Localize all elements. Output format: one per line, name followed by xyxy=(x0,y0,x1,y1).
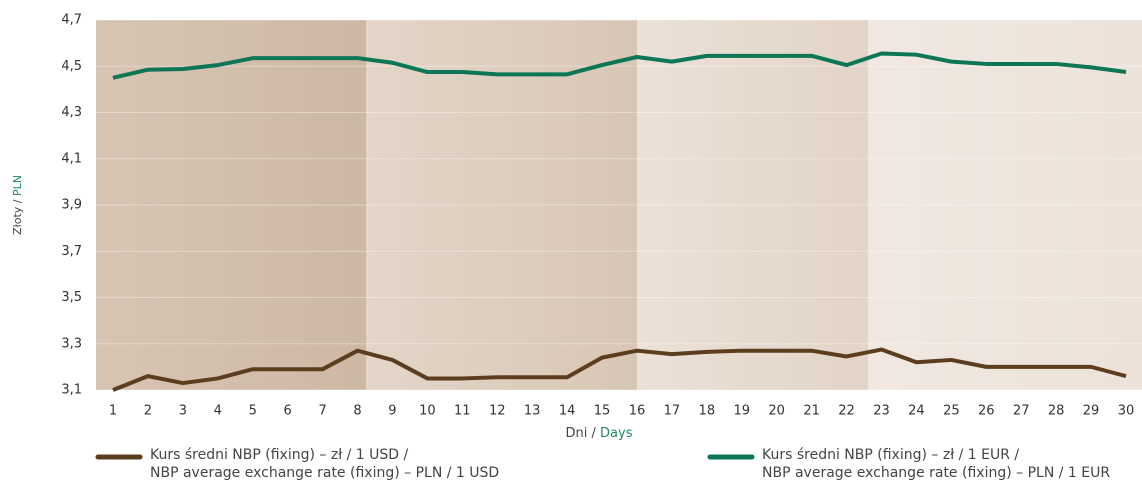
x-tick-label: 7 xyxy=(318,404,326,419)
x-tick-label: 19 xyxy=(733,404,750,419)
x-tick-label: 2 xyxy=(144,404,152,419)
x-tick-label: 1 xyxy=(109,404,117,419)
x-tick-label: 16 xyxy=(629,404,646,419)
x-tick-label: 25 xyxy=(943,404,960,419)
x-tick-label: 21 xyxy=(803,404,820,419)
x-tick-label: 14 xyxy=(559,404,576,419)
x-tick-label: 30 xyxy=(1118,404,1135,419)
x-tick-label: 28 xyxy=(1048,404,1065,419)
x-tick-label: 17 xyxy=(664,404,681,419)
x-tick-label: 10 xyxy=(419,404,436,419)
x-tick-label: 23 xyxy=(873,404,890,419)
x-tick-label: 24 xyxy=(908,404,925,419)
x-tick-label: 20 xyxy=(768,404,785,419)
x-tick-label: 3 xyxy=(179,404,187,419)
series-line xyxy=(112,347,1127,392)
x-tick-label: 22 xyxy=(838,404,855,419)
legend-label-en: NBP average exchange rate (fixing) – PLN… xyxy=(762,465,1110,481)
y-tick-label: 3,9 xyxy=(61,198,82,213)
y-axis-label: Złoty / PLN xyxy=(11,175,24,235)
x-axis-label: Dni / Days xyxy=(566,426,633,441)
x-tick-label: 11 xyxy=(454,404,471,419)
x-tick-label: 8 xyxy=(353,404,361,419)
x-tick-label: 12 xyxy=(489,404,506,419)
legend-label: Kurs średni NBP (fixing) – zł / 1 USD / xyxy=(150,447,409,463)
x-tick-label: 4 xyxy=(214,404,222,419)
y-tick-label: 3,5 xyxy=(61,290,82,305)
y-tick-label: 3,7 xyxy=(61,244,82,259)
x-tick-label: 13 xyxy=(524,404,541,419)
y-tick-label: 4,1 xyxy=(61,151,82,166)
legend-label: Kurs średni NBP (fixing) – zł / 1 EUR / xyxy=(762,447,1019,463)
y-tick-label: 3,3 xyxy=(61,336,82,351)
y-tick-label: 4,3 xyxy=(61,105,82,120)
x-tick-label: 26 xyxy=(978,404,995,419)
x-tick-label: 27 xyxy=(1013,404,1030,419)
x-tick-label: 29 xyxy=(1083,404,1100,419)
background-bands xyxy=(96,20,1142,390)
y-tick-label: 3,1 xyxy=(61,383,82,398)
y-tick-label: 4,7 xyxy=(61,13,82,28)
legend-label-en: NBP average exchange rate (fixing) – PLN… xyxy=(150,465,499,481)
x-tick-label: 5 xyxy=(249,404,257,419)
y-tick-label: 4,5 xyxy=(61,59,82,74)
x-tick-label: 15 xyxy=(594,404,611,419)
x-tick-label: 9 xyxy=(388,404,396,419)
x-tick-label: 6 xyxy=(284,404,292,419)
x-tick-label: 18 xyxy=(699,404,716,419)
series-line xyxy=(112,51,1127,80)
